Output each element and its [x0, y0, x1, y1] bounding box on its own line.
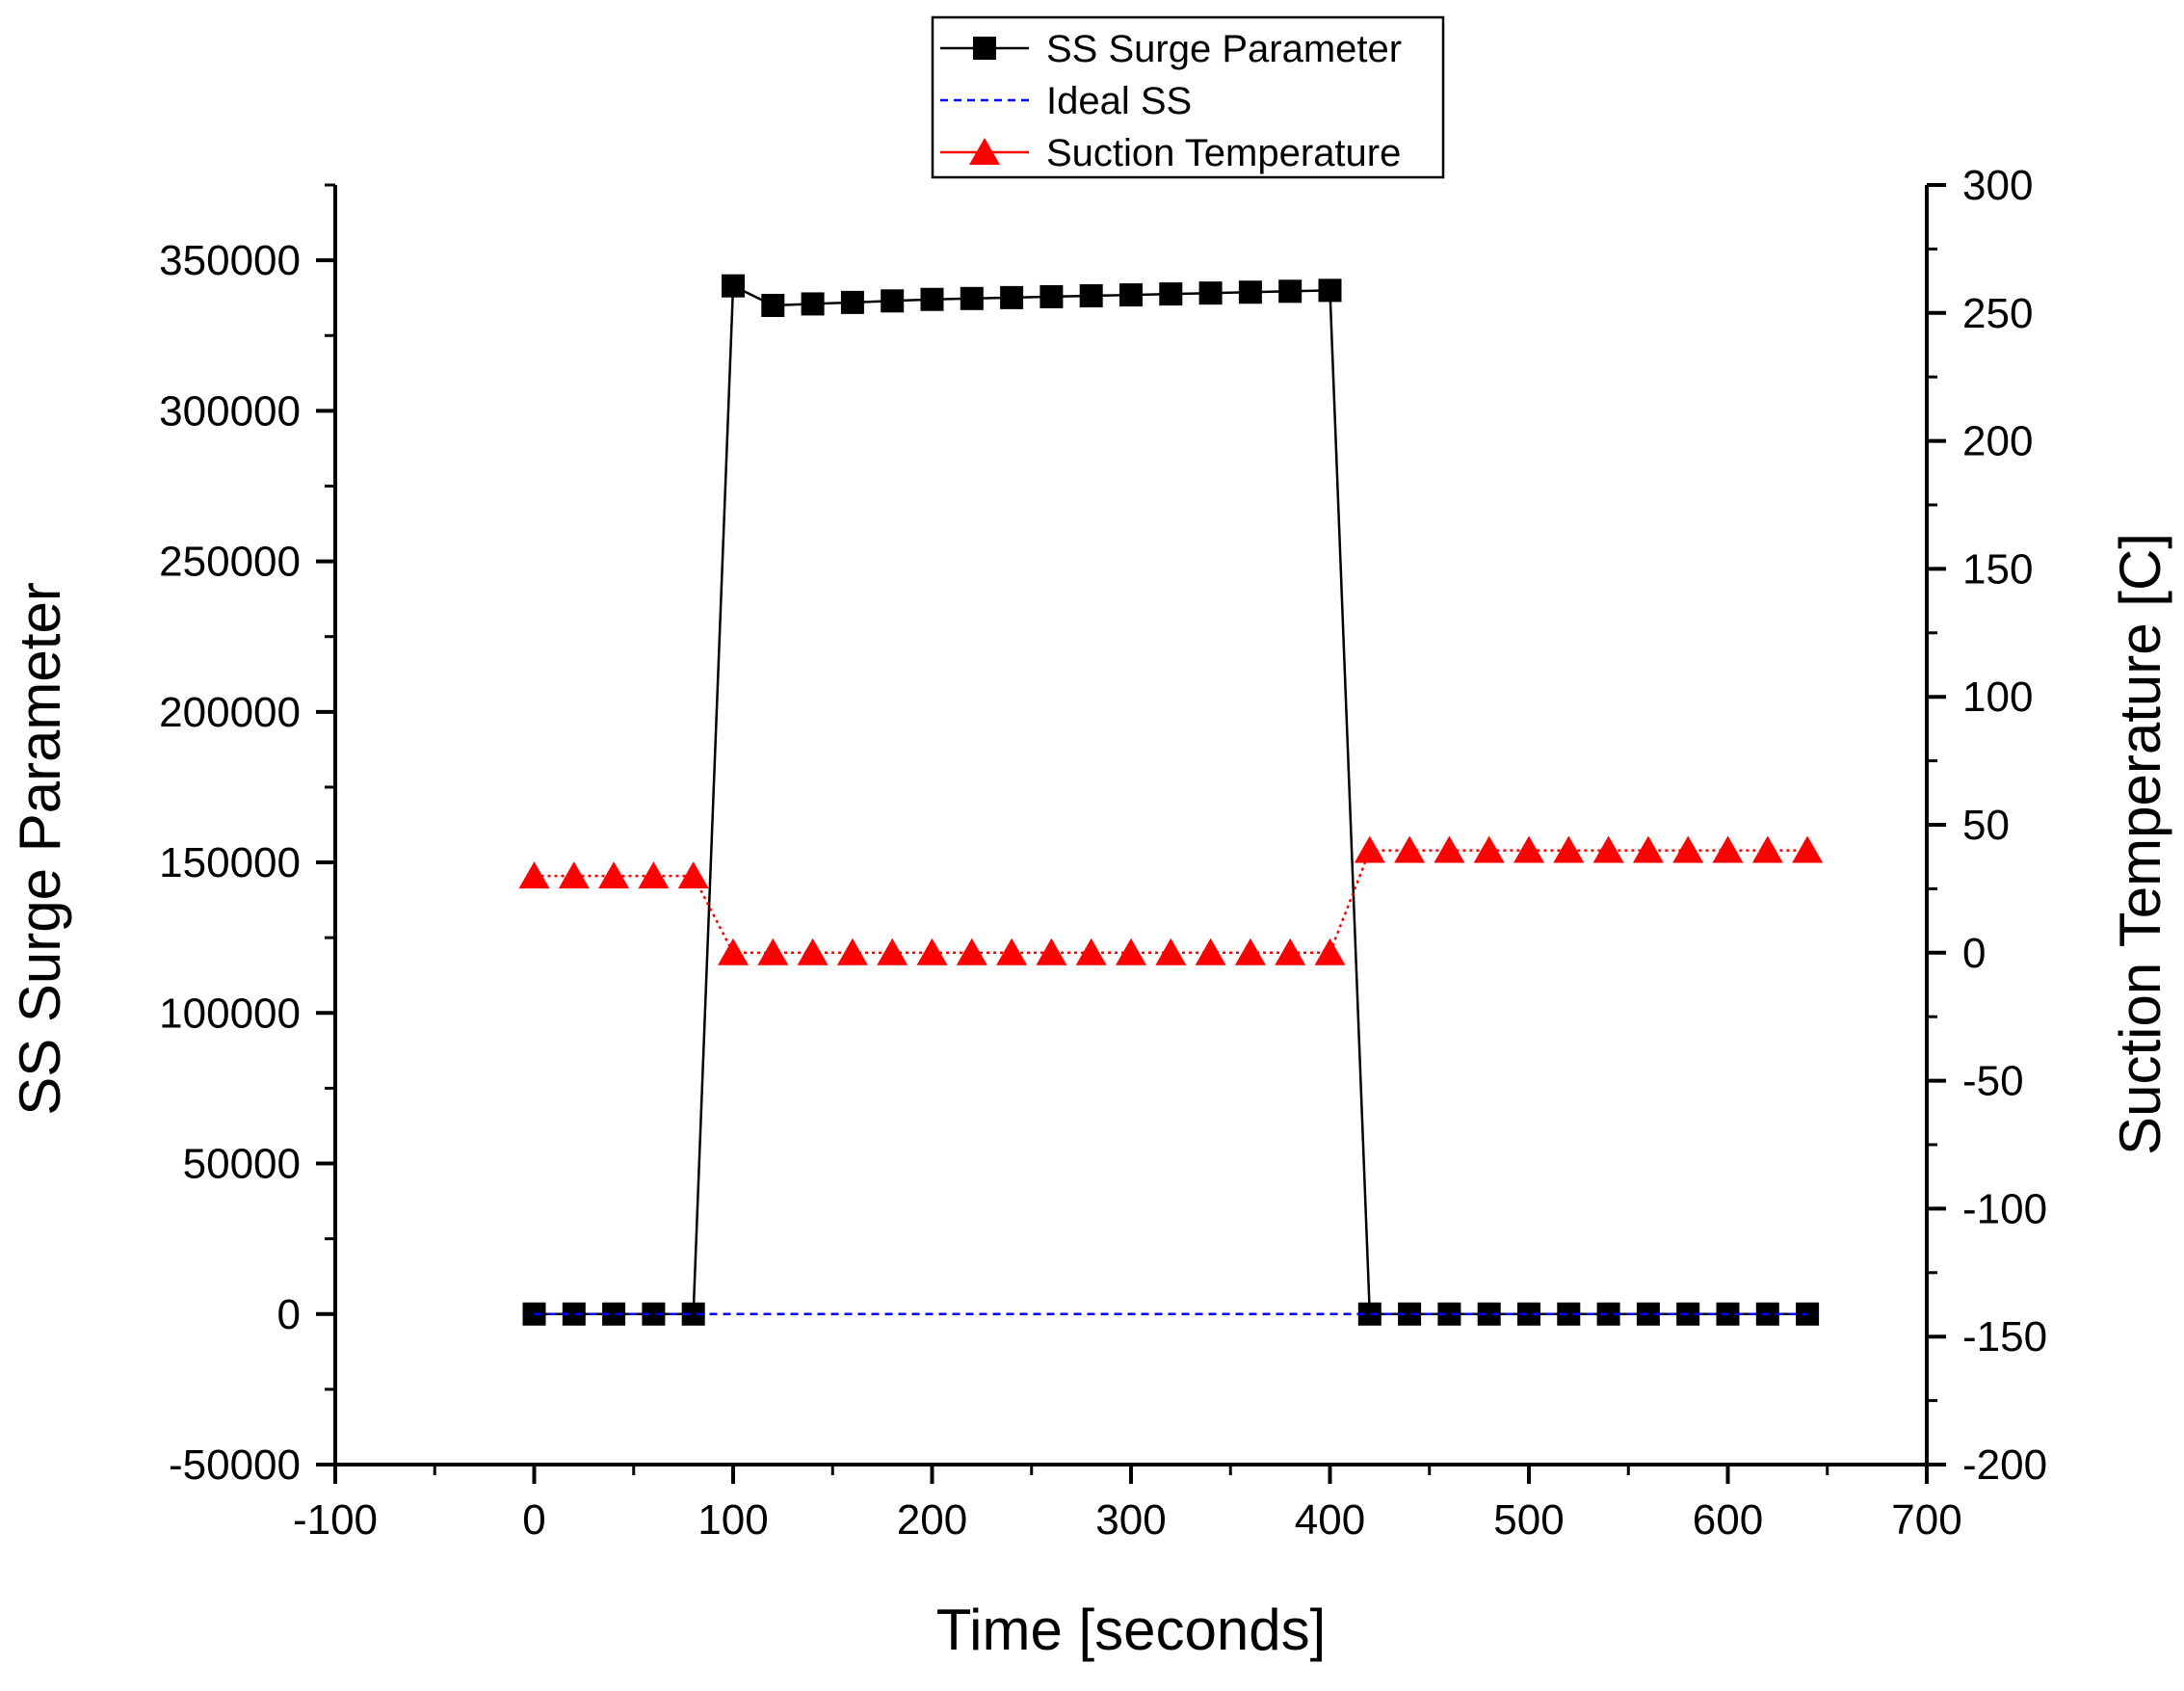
y-tick-label: 0 — [277, 1291, 301, 1338]
data-point-triangle — [1036, 938, 1067, 965]
y2-tick-label: -100 — [1962, 1185, 2047, 1232]
legend-label-0: SS Surge Parameter — [1046, 28, 1402, 70]
data-point-triangle — [916, 938, 948, 965]
y2-tick-label: 300 — [1962, 162, 2033, 209]
data-point-triangle — [1473, 835, 1505, 863]
y-tick-label: 150000 — [159, 839, 301, 886]
data-point-triangle — [877, 938, 908, 965]
x-tick-label: 0 — [522, 1496, 545, 1544]
data-point-square — [1238, 280, 1262, 304]
data-point-square — [960, 286, 984, 310]
data-point-square — [881, 289, 905, 313]
data-point-triangle — [1075, 938, 1107, 965]
data-point-triangle — [836, 938, 868, 965]
data-point-square — [722, 274, 745, 298]
x-tick-label: 400 — [1295, 1496, 1365, 1544]
y2-tick-label: -200 — [1962, 1441, 2047, 1489]
plot-area — [518, 274, 1824, 1326]
y-tick-label: -50000 — [169, 1441, 301, 1489]
data-point-triangle — [1632, 835, 1664, 863]
data-point-triangle — [1155, 938, 1187, 965]
y-tick-label: 350000 — [159, 237, 301, 284]
data-point-triangle — [1751, 835, 1783, 863]
data-point-square — [1198, 281, 1223, 305]
x-tick-label: 200 — [897, 1496, 967, 1544]
data-point-triangle — [677, 861, 709, 889]
y2-tick-label: 100 — [1962, 674, 2033, 721]
data-point-triangle — [1394, 835, 1426, 863]
data-point-triangle — [518, 861, 550, 889]
data-point-triangle — [1275, 938, 1306, 965]
data-point-triangle — [1434, 835, 1465, 863]
data-point-square — [1079, 283, 1103, 307]
legend-marker-triangle — [969, 138, 1000, 165]
y2-tick-label: 250 — [1962, 290, 2033, 337]
data-point-square — [1039, 284, 1064, 308]
x-tick-label: 700 — [1891, 1496, 1961, 1544]
y2-tick-label: -150 — [1962, 1313, 2047, 1361]
x-tick-label: 300 — [1095, 1496, 1166, 1544]
x-tick-label: -100 — [293, 1496, 378, 1544]
data-point-square — [1278, 279, 1303, 304]
data-point-triangle — [1513, 835, 1544, 863]
y-axis-title: SS Surge Parameter — [8, 582, 72, 1116]
data-point-triangle — [996, 938, 1028, 965]
data-point-triangle — [1314, 938, 1346, 965]
y2-tick-label: 150 — [1962, 545, 2033, 593]
data-point-triangle — [1195, 938, 1226, 965]
x-tick-label: 600 — [1693, 1496, 1763, 1544]
x-tick-label: 100 — [697, 1496, 768, 1544]
legend-label-2: Suction Temperature — [1046, 132, 1401, 174]
data-point-square — [761, 293, 785, 317]
data-point-triangle — [558, 861, 590, 889]
y2-tick-label: 50 — [1962, 802, 2010, 849]
data-point-triangle — [1712, 835, 1744, 863]
data-point-triangle — [1592, 835, 1624, 863]
y-tick-label: 250000 — [159, 539, 301, 586]
data-point-triangle — [797, 938, 829, 965]
data-point-square — [1318, 278, 1342, 303]
y2-axis-title: Suction Temperature [C] — [2108, 533, 2172, 1155]
y2-tick-label: 0 — [1962, 930, 1986, 977]
y-tick-label: 300000 — [159, 387, 301, 435]
legend-box — [931, 15, 1445, 179]
data-point-triangle — [1354, 835, 1385, 863]
y-tick-label: 50000 — [183, 1141, 301, 1188]
legend-label-1: Ideal SS — [1046, 80, 1192, 122]
data-point-triangle — [1792, 835, 1824, 863]
x-tick-label: 500 — [1493, 1496, 1564, 1544]
data-point-square — [1119, 283, 1143, 307]
axes: -100 0 100 200 300 400 500 600 700-5000005000010… — [159, 162, 2047, 1544]
data-point-triangle — [757, 938, 789, 965]
y2-tick-label: 200 — [1962, 418, 2033, 465]
data-point-triangle — [598, 861, 630, 889]
legend-marker-square — [973, 37, 996, 60]
y-tick-label: 200000 — [159, 689, 301, 736]
data-point-triangle — [718, 938, 749, 965]
data-point-triangle — [1672, 835, 1704, 863]
data-point-triangle — [956, 938, 987, 965]
legend: SS Surge Parameter Ideal SS Suction Temper… — [931, 15, 1445, 179]
data-point-triangle — [1234, 938, 1266, 965]
y-tick-label: 100000 — [159, 990, 301, 1037]
data-point-square — [1159, 282, 1183, 306]
x-axis-title: Time [seconds] — [936, 1598, 1327, 1662]
data-point-square — [920, 287, 944, 311]
data-point-square — [840, 290, 864, 314]
data-point-triangle — [1116, 938, 1146, 965]
data-point-triangle — [1553, 835, 1585, 863]
data-point-square — [1000, 285, 1024, 309]
data-point-square — [801, 292, 825, 316]
y2-tick-label: -50 — [1962, 1058, 2024, 1105]
data-point-triangle — [638, 861, 670, 889]
